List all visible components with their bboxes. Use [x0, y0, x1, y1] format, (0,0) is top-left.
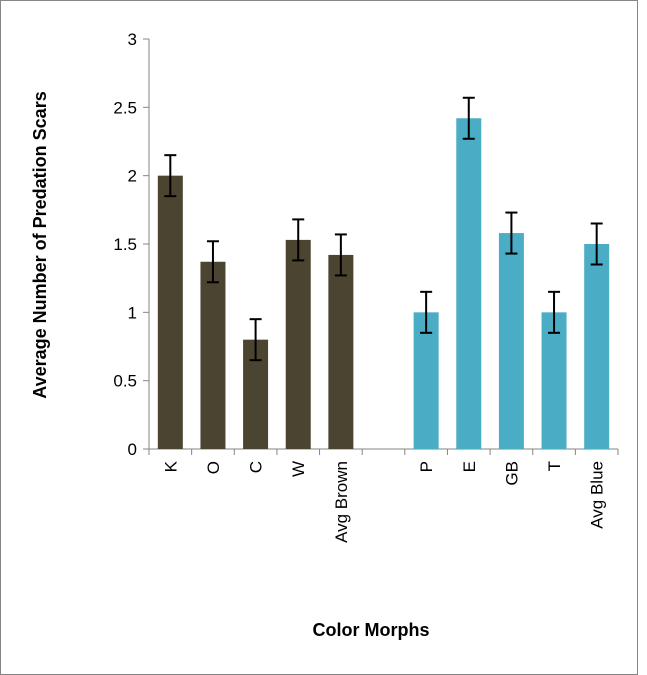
bar-p — [413, 312, 439, 449]
bar-e — [456, 118, 482, 450]
x-tick-label: GB — [502, 461, 521, 486]
bar-w — [285, 239, 311, 449]
y-tick-label: 3 — [128, 30, 137, 49]
x-tick-label: Avg Brown — [332, 461, 351, 543]
bar-t — [541, 312, 567, 449]
plot-area: 0 0.5 1 1.5 2 2.5 3 K O C W Avg Brown P E GB T Avg Blue — [113, 30, 619, 543]
bar-avg-blue — [584, 244, 610, 449]
y-tick-label: 0.5 — [113, 372, 137, 391]
x-tick-label: K — [161, 460, 180, 472]
y-tick-label: 0 — [128, 440, 137, 459]
y-tick-label: 1 — [128, 303, 137, 322]
x-tick-label: E — [460, 461, 479, 472]
bar-o — [200, 261, 226, 449]
bar-gb — [498, 233, 524, 449]
x-tick-label: O — [204, 461, 223, 474]
y-tick-label: 1.5 — [113, 235, 137, 254]
x-tick-label: T — [545, 461, 564, 471]
x-tick-label: P — [417, 461, 436, 472]
x-tick-label: Avg Blue — [588, 461, 607, 529]
x-tick-label: C — [247, 461, 266, 473]
y-axis-title: Average Number of Predation Scars — [30, 91, 50, 398]
bar-k — [157, 175, 183, 449]
y-tick-label: 2.5 — [113, 98, 137, 117]
x-axis-title: Color Morphs — [313, 620, 430, 640]
x-tick-label: W — [289, 461, 308, 477]
bar-avg-brown — [328, 254, 354, 449]
y-tick-label: 2 — [128, 167, 137, 186]
